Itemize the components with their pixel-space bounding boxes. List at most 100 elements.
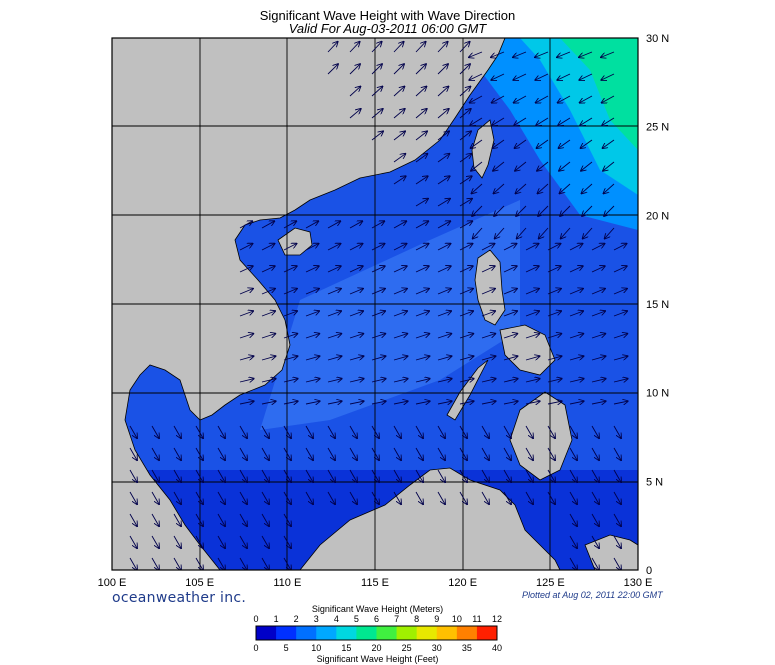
wave-arrow — [129, 469, 137, 482]
wave-arrow — [613, 266, 627, 273]
colorbar-swatch — [316, 626, 337, 640]
wave-arrow — [613, 513, 621, 526]
wave-arrow — [591, 447, 599, 460]
wave-arrow — [239, 557, 247, 570]
colorbar-title-feet: Significant Wave Height (Feet) — [316, 654, 439, 664]
wave-arrow — [239, 513, 247, 526]
wave-arrow — [525, 491, 533, 504]
wave-arrow — [261, 469, 269, 482]
wave-arrow — [569, 469, 577, 482]
colorbar-meters-tick: 2 — [294, 614, 299, 624]
wave-arrow — [393, 266, 407, 273]
colorbar-feet-tick: 40 — [492, 643, 502, 653]
wave-arrow — [481, 491, 489, 504]
wave-arrow — [283, 221, 296, 229]
wave-arrow — [129, 535, 137, 548]
wave-arrow — [437, 401, 452, 404]
wave-arrow — [349, 87, 360, 97]
wave-arrow — [514, 95, 527, 103]
wave-arrow — [151, 557, 159, 570]
wave-arrow — [569, 356, 583, 361]
wave-arrow — [583, 227, 593, 238]
wave-arrow — [349, 266, 363, 273]
wave-arrow — [503, 491, 511, 504]
wave-arrow — [195, 535, 203, 548]
wave-arrow — [371, 425, 379, 438]
wave-arrow — [371, 131, 383, 141]
wave-arrow — [217, 491, 225, 504]
colorbar-feet-tick: 35 — [462, 643, 472, 653]
wave-arrow — [173, 535, 181, 548]
colorbar-feet-tick: 20 — [371, 643, 381, 653]
wave-arrow — [535, 51, 549, 57]
wave-arrow — [239, 491, 247, 504]
wave-arrow — [437, 109, 449, 119]
wave-arrow — [547, 425, 555, 438]
wave-arrow — [261, 535, 269, 548]
wave-arrow — [415, 356, 429, 361]
wave-arrow — [217, 425, 225, 438]
wave-arrow — [459, 491, 467, 504]
wave-arrow — [283, 491, 291, 504]
colorbar-meters-tick: 4 — [334, 614, 339, 624]
wave-arrow — [514, 117, 527, 125]
wave-arrow — [559, 139, 571, 148]
wave-arrow — [561, 227, 571, 238]
wave-arrow — [459, 401, 474, 404]
wave-arrow — [371, 87, 382, 97]
wave-arrow — [239, 401, 254, 404]
lat-label: 15 N — [646, 299, 669, 311]
lat-label: 5 N — [646, 476, 663, 488]
colorbar-feet-tick: 15 — [341, 643, 351, 653]
lat-label: 0 — [646, 565, 652, 577]
wave-arrow — [393, 131, 405, 141]
wave-arrow — [437, 64, 448, 75]
colorbar-swatch — [356, 626, 377, 640]
lon-label: 115 E — [361, 577, 389, 589]
wave-arrow — [437, 491, 445, 504]
wave-arrow — [393, 311, 407, 317]
wave-arrow — [613, 491, 621, 504]
wave-arrow — [613, 356, 627, 361]
lat-label: 25 N — [646, 122, 669, 134]
wave-arrow — [283, 379, 298, 382]
colorbar-feet-tick: 30 — [432, 643, 442, 653]
wave-arrow — [536, 117, 549, 125]
wave-arrow — [503, 447, 511, 460]
wave-arrow — [327, 42, 338, 53]
wave-arrow — [349, 491, 357, 504]
wave-arrow — [547, 491, 555, 504]
wave-arrow — [261, 244, 274, 251]
wave-arrow — [437, 221, 450, 229]
wave-arrow — [151, 513, 159, 526]
lat-label: 30 N — [646, 33, 669, 45]
wave-arrow — [513, 51, 527, 57]
colorbar-swatch — [436, 626, 458, 640]
wave-arrow — [151, 491, 159, 504]
colorbar-frame — [255, 625, 498, 641]
wave-arrow — [437, 266, 451, 273]
wave-arrow — [613, 447, 621, 460]
wave-arrow — [371, 42, 382, 53]
wave-arrow — [613, 311, 627, 317]
wave-arrow — [371, 379, 386, 382]
wave-arrow — [393, 244, 406, 251]
wave-arrow — [415, 447, 423, 460]
wave-arrow — [437, 356, 451, 361]
wave-arrow — [327, 311, 341, 317]
wave-arrow — [516, 205, 527, 216]
wave-arrow — [613, 425, 621, 438]
wave-arrow — [393, 356, 407, 361]
wave-arrow — [437, 447, 445, 460]
wave-arrow — [305, 289, 319, 295]
wave-arrow — [239, 311, 253, 317]
wave-arrow — [525, 447, 533, 460]
wave-arrow — [591, 289, 605, 295]
wave-arrow — [151, 447, 159, 460]
wave-arrow — [151, 535, 159, 548]
wave-arrow — [459, 334, 473, 339]
wave-arrow — [415, 64, 426, 75]
wave-arrow — [547, 447, 555, 460]
wave-arrow — [591, 469, 599, 482]
wave-arrow — [393, 176, 406, 185]
